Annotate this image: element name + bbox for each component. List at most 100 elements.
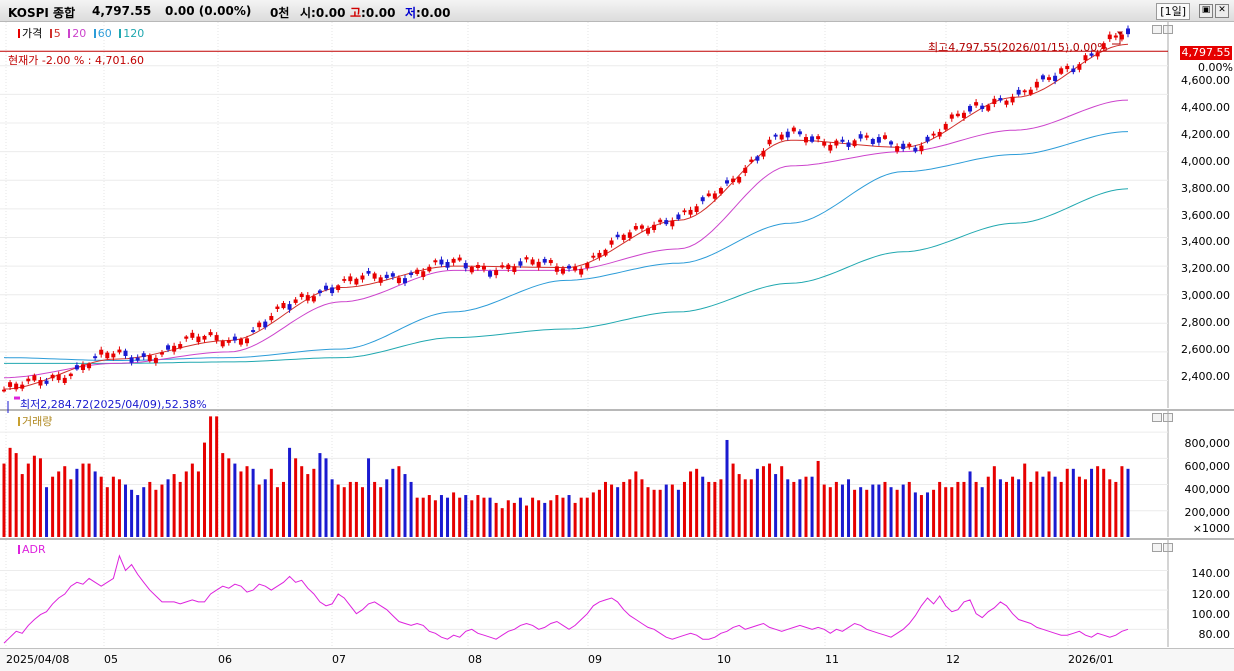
candle-body [810, 136, 815, 142]
volume-bar [32, 455, 36, 537]
volume-bar [664, 484, 668, 537]
candle-body [32, 375, 37, 381]
candle-body [99, 349, 104, 355]
candle-body [311, 296, 316, 302]
candle-body [943, 123, 948, 130]
volume-bar [136, 495, 140, 537]
price-tick: 3,800.00 [1181, 182, 1230, 195]
volume-bar [233, 463, 237, 537]
candle-body [421, 271, 426, 277]
low-annotation: 최저2,284.72(2025/04/09),52.38% [20, 398, 207, 411]
volume-bar [579, 497, 583, 537]
volume-unit: ×1000 [1192, 522, 1230, 535]
volume-bar [907, 481, 911, 537]
candle-body [56, 374, 61, 381]
volume-bar [324, 458, 328, 537]
candle-body [961, 112, 966, 118]
volume-bar [786, 479, 790, 537]
volume-bar [737, 474, 741, 537]
candle-body [360, 275, 365, 280]
volume-bar [318, 453, 322, 537]
candle-body [87, 363, 92, 369]
volume-legend: 거래량 [14, 413, 52, 429]
volume-bar [488, 497, 492, 537]
volume-bar [354, 481, 358, 537]
volume-bar [99, 476, 103, 537]
candle-body [402, 278, 407, 284]
candle-body [281, 302, 286, 309]
candle-body [8, 382, 13, 387]
high-label: 고 [350, 6, 362, 20]
x-tick: 12 [946, 653, 960, 666]
volume-bar [1108, 479, 1112, 537]
volume-bar [938, 481, 942, 537]
candle-body [992, 98, 997, 104]
period-button[interactable]: [1일] [1156, 3, 1190, 20]
candle-body [475, 264, 480, 268]
candle-body [354, 278, 359, 285]
volume-bar [877, 484, 881, 537]
price-tick: 4,600.00 [1181, 74, 1230, 87]
close-icon[interactable]: ✕ [1215, 4, 1229, 18]
volume-bar [646, 487, 650, 537]
volume-bar [695, 468, 699, 537]
price-tick: 4,400.00 [1181, 101, 1230, 114]
candle-body [846, 142, 851, 147]
panel-separator[interactable] [0, 409, 1234, 411]
price-tick: 3,000.00 [1181, 289, 1230, 302]
candle-body [694, 206, 699, 212]
volume-bar [804, 476, 808, 537]
volume-bar [798, 479, 802, 537]
volume-bar [585, 497, 589, 537]
volume-bar [810, 476, 814, 537]
volume-bar [342, 487, 346, 537]
legend-adr: ADR [22, 543, 46, 556]
volume-bar [549, 500, 553, 537]
legend-volume: 거래량 [22, 415, 53, 428]
x-tick: 2026/01 [1068, 653, 1114, 666]
candle-body [682, 210, 687, 213]
panel-minimize-icon[interactable] [1152, 543, 1162, 552]
panel-minimize-icon[interactable] [1152, 413, 1162, 422]
volume-bar [433, 500, 437, 537]
candle-body [263, 321, 268, 328]
volume-bar [458, 497, 462, 537]
volume-bar [330, 479, 334, 537]
candle-body [390, 273, 395, 277]
panel-minimize-icon[interactable] [1152, 25, 1162, 34]
volume-bar [306, 474, 310, 537]
candle-body [840, 139, 845, 142]
volume-bar [1065, 468, 1069, 537]
restore-icon[interactable]: ▣ [1199, 4, 1213, 18]
candle-body [348, 276, 353, 282]
panel-separator[interactable] [0, 538, 1234, 540]
candle-body [1022, 90, 1027, 93]
candle-body [190, 332, 195, 338]
open-label: 시: [300, 6, 316, 20]
candle-body [80, 364, 85, 370]
candle-body [166, 345, 171, 350]
volume-bar [111, 476, 115, 537]
volume-bar [755, 468, 759, 537]
candle-body [536, 261, 541, 268]
volume-bar [105, 487, 109, 537]
volume-bar [822, 484, 826, 537]
volume-bar [379, 487, 383, 537]
candle-body [439, 259, 444, 265]
legend-ma60: 60 [97, 27, 112, 40]
candle-body [603, 249, 608, 256]
candle-body [324, 285, 329, 290]
volume-bar [676, 489, 680, 537]
candle-body [907, 143, 912, 147]
volume-bar [913, 492, 917, 537]
volume-bar [591, 492, 595, 537]
candle-body [852, 140, 857, 147]
ma120-swatch [119, 29, 122, 38]
volume-bar [281, 481, 285, 537]
volume-bar [14, 453, 18, 537]
volume-tick: 600,000 [1184, 460, 1231, 473]
candle-body [1095, 52, 1100, 57]
volume-bar [1083, 479, 1087, 537]
x-tick: 08 [468, 653, 482, 666]
